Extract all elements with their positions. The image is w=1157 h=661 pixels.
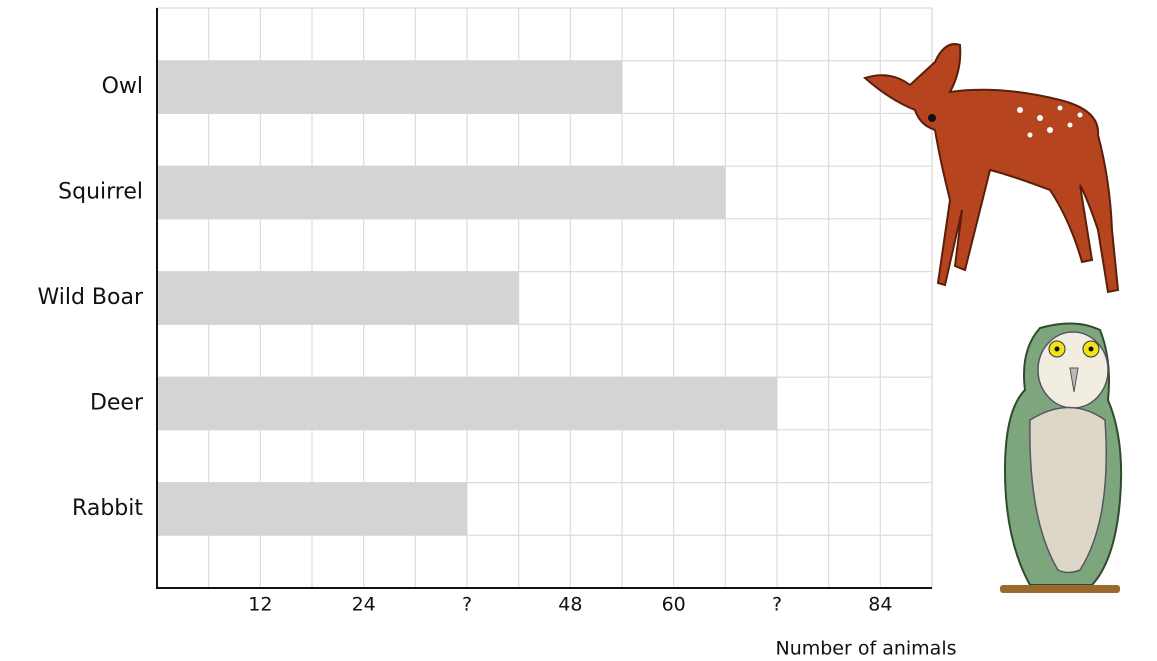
x-axis-label: Number of animals bbox=[775, 638, 956, 660]
y-tick-label: Owl bbox=[102, 74, 143, 99]
x-tick-label: 12 bbox=[248, 594, 272, 616]
owl-illustration bbox=[1000, 322, 1123, 593]
bar bbox=[157, 166, 726, 219]
bars bbox=[157, 60, 777, 536]
bar bbox=[157, 482, 467, 536]
y-tick-label: Deer bbox=[90, 390, 144, 415]
x-tick-label: 24 bbox=[352, 594, 376, 616]
y-tick-label: Squirrel bbox=[58, 180, 143, 205]
bar bbox=[157, 60, 622, 114]
y-tick-label: Wild Boar bbox=[37, 285, 143, 310]
bar bbox=[157, 271, 519, 325]
x-tick-label: ? bbox=[772, 594, 782, 616]
x-tick-label: 84 bbox=[868, 594, 892, 616]
x-tick-label: 60 bbox=[662, 594, 686, 616]
x-tick-label: ? bbox=[462, 594, 472, 616]
deer-illustration bbox=[863, 43, 1120, 294]
bar bbox=[157, 377, 777, 430]
y-tick-label: Rabbit bbox=[72, 496, 143, 521]
x-tick-label: 48 bbox=[558, 594, 582, 616]
